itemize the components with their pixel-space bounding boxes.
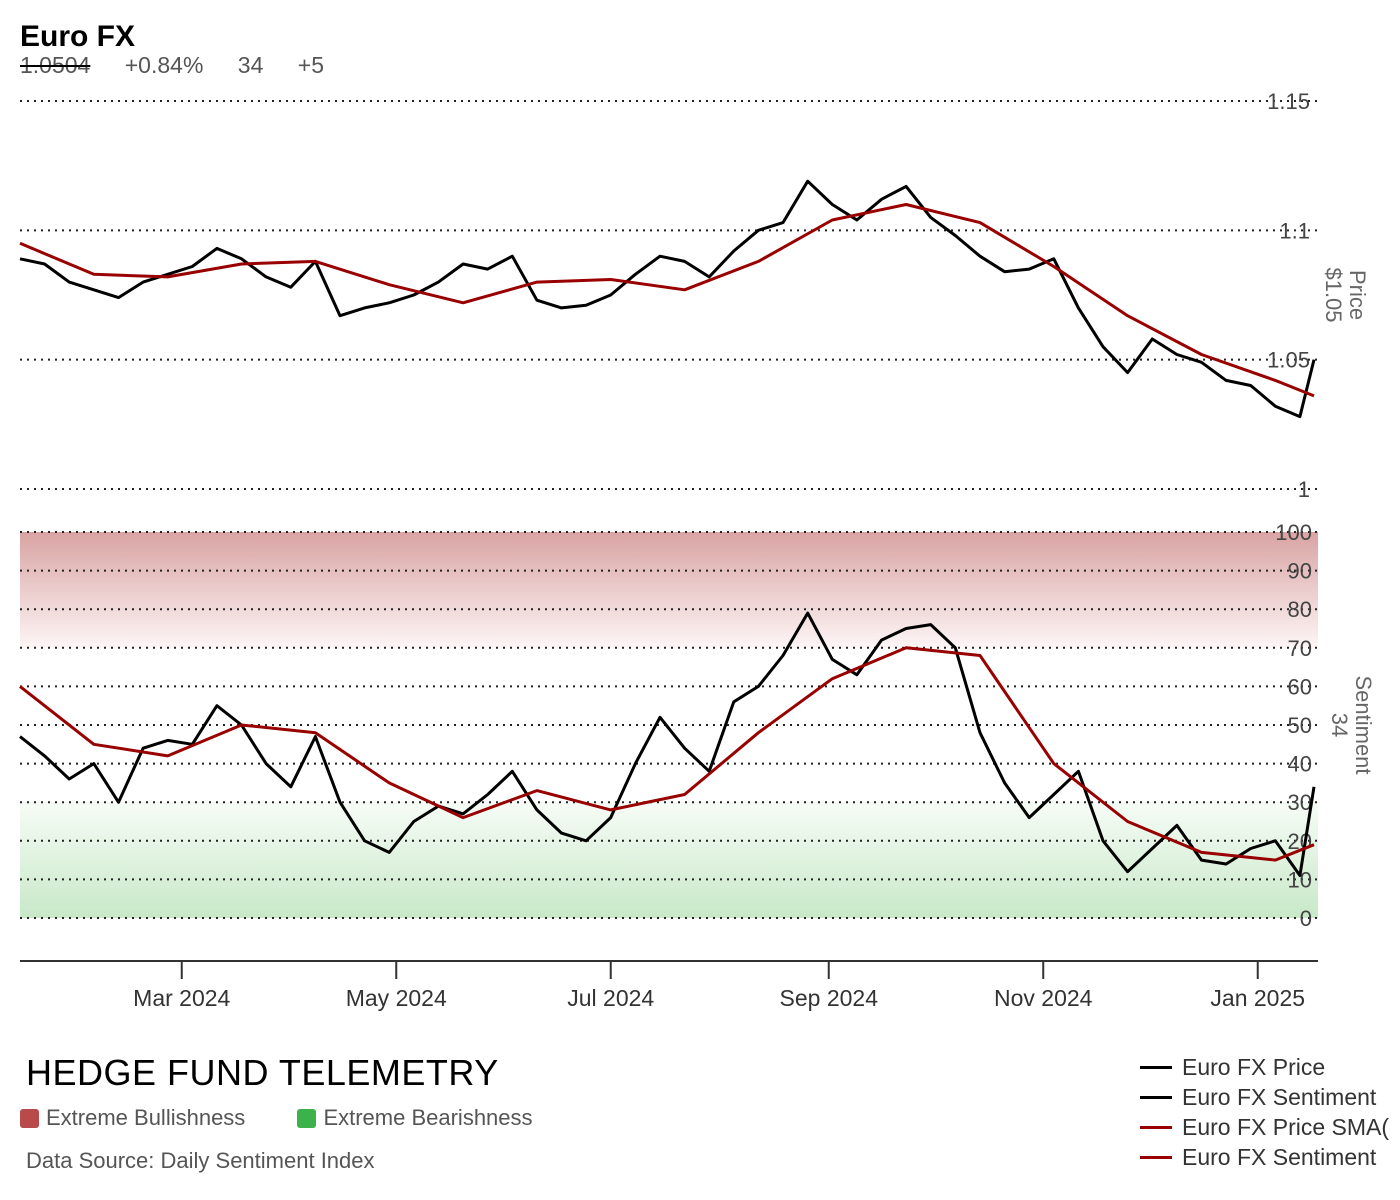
x-axis: Mar 2024 May 2024 Jul 2024 Sep 2024 Nov 2024… bbox=[20, 960, 1318, 1011]
legend-line-sentiment-sma bbox=[1140, 1155, 1172, 1159]
sentiment-tick-label: 100 bbox=[1275, 520, 1312, 545]
sentiment-sma-line bbox=[19, 646, 1315, 862]
sentiment-change: +5 bbox=[297, 52, 325, 78]
price-tick-label: 1.15 bbox=[1267, 89, 1310, 114]
price-axis-label: Price bbox=[1345, 270, 1370, 320]
legend-line-price bbox=[1140, 1065, 1172, 1069]
sentiment-tick-label: 70 bbox=[1288, 636, 1312, 661]
legend-label-sentiment: Euro FX Sentiment bbox=[1182, 1083, 1377, 1110]
x-tick-label: Nov 2024 bbox=[994, 985, 1093, 1011]
price-tick-label: 1 bbox=[1298, 477, 1310, 502]
legend-line-sentiment bbox=[1140, 1095, 1172, 1099]
sentiment-tick-label: 0 bbox=[1300, 906, 1312, 931]
zone-key-bearish: Extreme Bearishness bbox=[297, 1105, 533, 1131]
zone-key-bullish: Extreme Bullishness bbox=[20, 1105, 245, 1131]
sentiment-tick-label: 50 bbox=[1288, 713, 1312, 738]
bullish-swatch bbox=[20, 1108, 39, 1128]
price-tick-label: 1.05 bbox=[1267, 348, 1310, 373]
legend-label-price: Euro FX Price bbox=[1182, 1053, 1326, 1080]
sentiment-tick-label: 90 bbox=[1288, 559, 1312, 584]
price-change-pct: +0.84% bbox=[124, 52, 204, 78]
x-tick-label: Jan 2025 bbox=[1210, 985, 1305, 1011]
legend-label-sentiment-sma: Euro FX Sentiment bbox=[1182, 1143, 1377, 1170]
sentiment-value: 34 bbox=[237, 52, 264, 78]
last-price: 1.0504 bbox=[20, 52, 91, 78]
legend-item-sentiment[interactable]: Euro FX Sentiment bbox=[1140, 1082, 1400, 1112]
sentiment-tick-label: 60 bbox=[1288, 674, 1312, 699]
sentiment-tick-label: 40 bbox=[1288, 752, 1312, 777]
legend-item-sentiment-sma[interactable]: Euro FX Sentiment bbox=[1140, 1142, 1400, 1172]
zone-key: Extreme Bullishness Extreme Bearishness bbox=[20, 1105, 579, 1134]
price-line bbox=[19, 179, 1316, 419]
chart-title: Euro FX bbox=[20, 20, 136, 53]
extreme-bullish-zone bbox=[20, 532, 1318, 648]
x-tick-label: Jul 2024 bbox=[567, 985, 654, 1011]
x-tick-label: Sep 2024 bbox=[780, 985, 879, 1011]
brand-name: HEDGE FUND TELEMETRY bbox=[26, 1052, 499, 1093]
legend-label-price-sma: Euro FX Price SMA( bbox=[1182, 1113, 1390, 1140]
sentiment-tick-label: 30 bbox=[1288, 790, 1312, 815]
price-sma-line bbox=[19, 203, 1315, 398]
legend-item-price[interactable]: Euro FX Price bbox=[1140, 1052, 1400, 1082]
quote-bar: 1.0504 +0.84% 34 +5 bbox=[20, 52, 352, 79]
sentiment-axis-label: Sentiment bbox=[1351, 675, 1376, 774]
price-tick-label: 1.1 bbox=[1279, 218, 1310, 243]
zone-label-bearish: Extreme Bearishness bbox=[323, 1105, 533, 1130]
price-axis-value: $1.05 bbox=[1321, 267, 1346, 322]
sentiment-tick-label: 80 bbox=[1288, 597, 1312, 622]
price-panel: 1 1.05 1.1 1.15 Price$1.05 bbox=[19, 89, 1370, 502]
bearish-swatch bbox=[297, 1108, 317, 1128]
legend-line-price-sma bbox=[1140, 1125, 1172, 1129]
sentiment-line bbox=[19, 611, 1316, 877]
extreme-bearish-zone bbox=[20, 802, 1318, 918]
data-source: Data Source: Daily Sentiment Index bbox=[26, 1148, 375, 1173]
sentiment-axis-value: 34 bbox=[1327, 713, 1352, 737]
zone-label-bullish: Extreme Bullishness bbox=[46, 1105, 246, 1130]
x-tick-label: May 2024 bbox=[346, 985, 447, 1011]
legend-item-price-sma[interactable]: Euro FX Price SMA( bbox=[1140, 1112, 1400, 1142]
legend: Euro FX Price Euro FX Sentiment Euro FX … bbox=[1140, 1052, 1400, 1172]
x-tick-label: Mar 2024 bbox=[133, 985, 230, 1011]
